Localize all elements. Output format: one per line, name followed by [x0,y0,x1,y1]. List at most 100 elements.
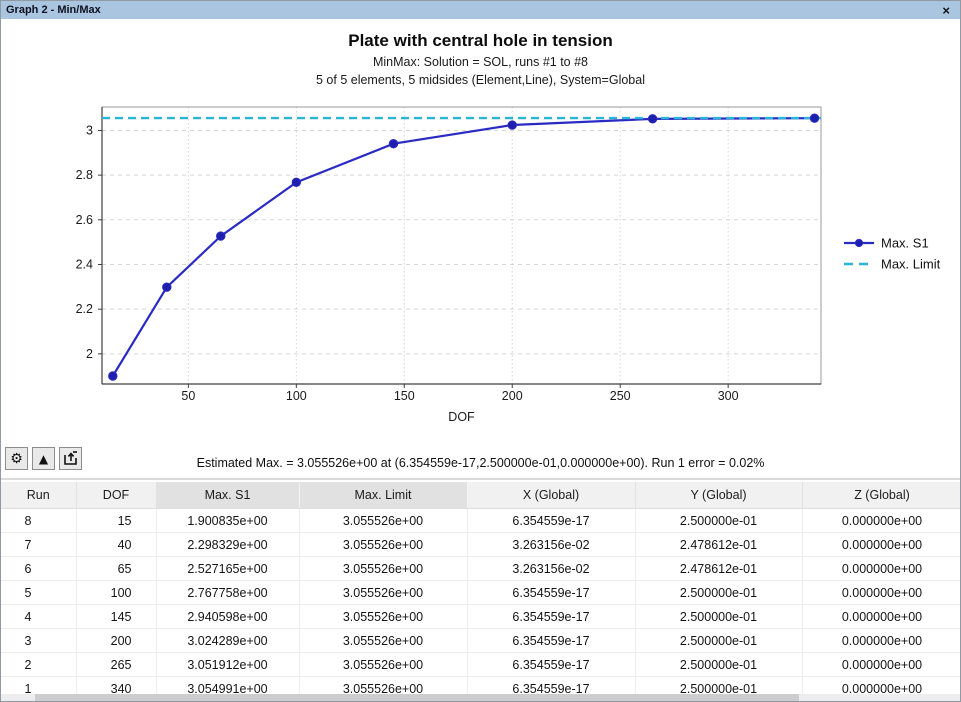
settings-button[interactable]: ⚙ [5,447,28,470]
cell[interactable]: 2.500000e-01 [635,628,803,653]
column-header-dof[interactable]: DOF [76,482,157,509]
chart-title: Plate with central hole in tension [348,31,613,50]
cell[interactable]: 1.900835e+00 [156,508,300,533]
cell[interactable]: 6.354559e-17 [467,628,636,653]
cell[interactable]: 6.354559e-17 [467,508,636,533]
cell[interactable]: 3.055526e+00 [299,556,468,581]
y-tick-label: 2 [86,347,93,361]
cell[interactable]: 3.263156e-02 [467,556,636,581]
x-tick-label: 150 [394,389,415,403]
max-s1-marker [216,231,226,241]
column-header-max-s1[interactable]: Max. S1 [156,482,300,509]
chart-subtitle-solution: MinMax: Solution = SOL, runs #1 to #8 [372,55,589,69]
cell[interactable]: 6.354559e-17 [467,652,636,677]
cell[interactable]: 3.055526e+00 [299,628,468,653]
table-row[interactable]: 6 65 2.527165e+00 3.055526e+00 3.263156e-02 2… [1,556,960,581]
cell[interactable]: 0.000000e+00 [802,532,960,557]
column-header-run[interactable]: Run [1,482,77,509]
column-header-x-global[interactable]: X (Global) [467,482,636,509]
max-s1-marker [647,114,658,124]
table-row[interactable]: 7 40 2.298329e+00 3.055526e+00 3.263156e-02 2… [1,532,960,557]
column-header-y-global[interactable]: Y (Global) [635,482,803,509]
cell[interactable]: 3.055526e+00 [299,508,468,533]
y-tick-label: 3 [86,123,93,137]
cell[interactable]: 2.500000e-01 [635,652,803,677]
cell[interactable]: 0.000000e+00 [802,508,960,533]
cell[interactable]: 3.055526e+00 [299,532,468,557]
x-tick-label: 50 [181,389,195,403]
cell[interactable]: 4 [1,604,77,629]
cell[interactable]: 3.055526e+00 [299,604,468,629]
max-s1-marker [507,120,517,130]
cell[interactable]: 0.000000e+00 [802,628,960,653]
table-row[interactable]: 5 100 2.767758e+00 3.055526e+00 6.354559e-17… [1,580,960,605]
legend-max-limit-label: Max. Limit [881,257,941,272]
cell[interactable]: 0.000000e+00 [802,604,960,629]
cell[interactable]: 6.354559e-17 [467,604,636,629]
cell[interactable]: 3.024289e+00 [156,628,300,653]
max-s1-marker [809,113,820,123]
cell[interactable]: 145 [76,604,157,629]
graph-toolbar: ⚙ ▲ [5,447,82,470]
cell[interactable]: 2.478612e-01 [635,556,803,581]
titlebar[interactable]: Graph 2 - Min/Max × [1,1,960,19]
cell[interactable]: 8 [1,508,77,533]
x-tick-label: 100 [286,389,307,403]
cell[interactable]: 2.500000e-01 [635,604,803,629]
cell[interactable]: 0.000000e+00 [802,652,960,677]
cell[interactable]: 40 [76,532,157,557]
x-tick-label: 200 [502,389,523,403]
column-header-z-global[interactable]: Z (Global) [802,482,960,509]
x-axis-label: DOF [448,410,475,424]
cell[interactable]: 3.263156e-02 [467,532,636,557]
horizontal-scrollbar[interactable] [1,694,960,701]
panel-splitter[interactable] [1,478,960,480]
max-s1-marker [162,282,172,292]
cell[interactable]: 2.527165e+00 [156,556,300,581]
cell[interactable]: 265 [76,652,157,677]
raise-graph-button[interactable]: ▲ [32,447,55,470]
triangle-up-icon: ▲ [38,451,49,466]
cell[interactable]: 65 [76,556,157,581]
cell[interactable]: 0.000000e+00 [802,580,960,605]
y-tick-label: 2.6 [76,213,93,227]
y-tick-label: 2.2 [76,302,93,316]
cell[interactable]: 2.298329e+00 [156,532,300,557]
gear-icon: ⚙ [10,450,23,467]
cell[interactable]: 15 [76,508,157,533]
cell[interactable]: 5 [1,580,77,605]
scrollbar-thumb[interactable] [35,694,799,701]
cell[interactable]: 2.478612e-01 [635,532,803,557]
cell[interactable]: 3 [1,628,77,653]
results-table-container: Run DOF Max. S1 Max. Limit X (Global) Y (Glob… [1,482,960,701]
cell[interactable]: 200 [76,628,157,653]
cell[interactable]: 3.051912e+00 [156,652,300,677]
x-tick-label: 250 [610,389,631,403]
table-row[interactable]: 3 200 3.024289e+00 3.055526e+00 6.354559e-17… [1,628,960,653]
cell[interactable]: 0.000000e+00 [802,556,960,581]
cell[interactable]: 100 [76,580,157,605]
cell[interactable]: 2.940598e+00 [156,604,300,629]
export-window-icon [64,451,77,465]
results-table: Run DOF Max. S1 Max. Limit X (Global) Y (Glob… [1,482,960,701]
export-graph-button[interactable] [59,447,82,470]
cell[interactable]: 6.354559e-17 [467,580,636,605]
max-s1-line [111,117,815,377]
table-row[interactable]: 2 265 3.051912e+00 3.055526e+00 6.354559e-17… [1,652,960,677]
close-icon[interactable]: × [942,2,950,18]
cell[interactable]: 7 [1,532,77,557]
cell[interactable]: 2.500000e-01 [635,508,803,533]
legend-max-s1-marker [854,238,864,248]
cell[interactable]: 3.055526e+00 [299,652,468,677]
cell[interactable]: 2 [1,652,77,677]
cell[interactable]: 2.767758e+00 [156,580,300,605]
cell[interactable]: 2.500000e-01 [635,580,803,605]
table-header-row: Run DOF Max. S1 Max. Limit X (Global) Y (Glob… [1,482,960,509]
table-row[interactable]: 4 145 2.940598e+00 3.055526e+00 6.354559e-17… [1,604,960,629]
cell[interactable]: 3.055526e+00 [299,580,468,605]
chart-plot: 50 100 150 200 250 300 2 2.2 2.4 2.6 2.8 3 DOF Max. S… [76,106,941,424]
column-header-max-limit[interactable]: Max. Limit [299,482,468,509]
cell[interactable]: 6 [1,556,77,581]
table-row[interactable]: 8 15 1.900835e+00 3.055526e+00 6.354559e-17 2… [1,508,960,533]
